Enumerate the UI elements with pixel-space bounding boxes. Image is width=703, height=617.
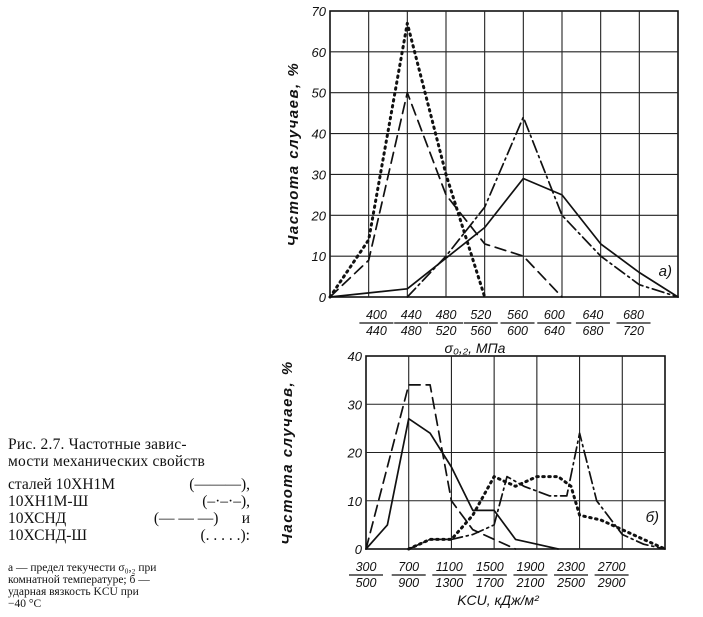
- legend-style: (— — —) и: [153, 510, 250, 527]
- x-tick-label-bottom: 560: [470, 324, 491, 338]
- note-line: ударная вязкость KCU при: [8, 586, 139, 598]
- x-tick-label-top: 1900: [517, 560, 545, 574]
- x-tick-label-bottom: 2900: [597, 576, 626, 590]
- x-tick-label-bottom: 720: [623, 324, 644, 338]
- legend-style: (. . . . .):: [200, 527, 250, 544]
- caption-legend: сталей 10ХН1М (———), 10ХН1М-Ш (–·–·–), 1…: [8, 476, 258, 544]
- x-tick-label-top: 680: [623, 308, 644, 322]
- x-tick-label-bottom: 500: [356, 576, 377, 590]
- legend-style: (–·–·–),: [202, 493, 250, 510]
- figure-caption: Рис. 2.7. Частотные завис- мости механич…: [8, 436, 258, 470]
- legend-row: сталей 10ХН1М (———),: [8, 476, 258, 493]
- y-tick-label: 0: [355, 542, 363, 557]
- y-tick-label: 10: [312, 249, 327, 264]
- x-tick-label-top: 600: [544, 308, 565, 322]
- panel-label: б): [646, 509, 659, 526]
- y-tick-label: 0: [319, 290, 327, 305]
- x-tick-label-bottom: 520: [436, 324, 457, 338]
- series-line: [328, 21, 487, 299]
- x-tick-label-top: 640: [583, 308, 604, 322]
- y-tick-label: 40: [312, 127, 327, 142]
- x-tick-label-top: 480: [436, 308, 457, 322]
- x-tick-label-bottom: 1300: [435, 576, 463, 590]
- legend-row: 10ХН1М-Ш (–·–·–),: [8, 493, 258, 510]
- legend-name: сталей 10ХН1М: [8, 476, 116, 493]
- series-line: [406, 116, 679, 298]
- x-tick-label-bottom: 2100: [516, 576, 545, 590]
- x-tick-label-bottom: 1700: [476, 576, 504, 590]
- x-tick-label-top: 700: [398, 560, 419, 574]
- x-tick-label-bottom: 480: [401, 324, 422, 338]
- series-line: [365, 384, 517, 550]
- series-line: [407, 475, 667, 551]
- note-line: −40 °C: [8, 598, 42, 610]
- x-tick-label-bottom: 440: [366, 324, 387, 338]
- legend-name: 10ХСНД-Ш: [8, 527, 88, 544]
- y-tick-label: 20: [311, 208, 327, 223]
- caption-line: мости механических свойств: [8, 453, 205, 470]
- legend-style: (———),: [189, 476, 250, 493]
- x-tick-label-top: 2700: [597, 560, 626, 574]
- x-tick-label-top: 1500: [476, 560, 504, 574]
- y-tick-label: 50: [312, 86, 327, 101]
- x-axis-label: KCU, кДж/м²: [457, 592, 540, 608]
- x-tick-label-bottom: 680: [583, 324, 604, 338]
- caption-line: Рис. 2.7. Частотные завис-: [8, 436, 187, 453]
- y-tick-label: 40: [348, 349, 363, 364]
- caption-note: а — предел текучести σ₀,₂ при комнатной …: [8, 562, 258, 610]
- y-axis-label: Частота случаев, %: [279, 360, 296, 544]
- legend-name: 10ХСНД: [8, 510, 67, 527]
- chart-panel-b: 0 10 20 30 40 Частота случаев, % 300 500 700 900 1…: [279, 349, 667, 608]
- y-tick-label: 20: [347, 446, 363, 461]
- y-tick-label: 30: [312, 167, 327, 182]
- y-tick-label: 70: [312, 4, 327, 19]
- plot-frame: [329, 10, 679, 298]
- x-tick-label-bottom: 640: [544, 324, 565, 338]
- series-line: [329, 91, 563, 298]
- x-tick-label-top: 560: [507, 308, 528, 322]
- x-tick-label-bottom: 900: [398, 576, 419, 590]
- note-line: а — предел текучести σ₀,₂ при: [8, 562, 157, 574]
- y-tick-label: 10: [348, 494, 363, 509]
- y-tick-label: 30: [348, 397, 363, 412]
- x-tick-label-bottom: 2500: [556, 576, 585, 590]
- x-tick-label-top: 440: [401, 308, 422, 322]
- series-line: [329, 177, 679, 298]
- x-tick-label-top: 300: [356, 560, 377, 574]
- x-tick-label-top: 400: [366, 308, 387, 322]
- x-tick-label-top: 2300: [556, 560, 585, 574]
- x-tick-label-top: 520: [470, 308, 491, 322]
- panel-label: а): [659, 263, 672, 280]
- x-tick-label-bottom: 600: [507, 324, 528, 338]
- chart-panel-a: 0 10 20 30 40 50 60 70 Частота случаев, % 400 440 4…: [285, 4, 679, 356]
- y-axis-label: Частота случаев, %: [285, 62, 302, 246]
- legend-row: 10ХСНД-Ш (. . . . .):: [8, 527, 258, 544]
- legend-name: 10ХН1М-Ш: [8, 493, 89, 510]
- x-tick-label-top: 1100: [436, 560, 463, 574]
- note-line: комнатной температуре; б —: [8, 574, 150, 586]
- y-tick-label: 60: [312, 45, 327, 60]
- series-line: [365, 417, 560, 550]
- legend-row: 10ХСНД (— — —) и: [8, 510, 258, 527]
- x-axis-label: σ₀,₂, МПа: [445, 340, 506, 356]
